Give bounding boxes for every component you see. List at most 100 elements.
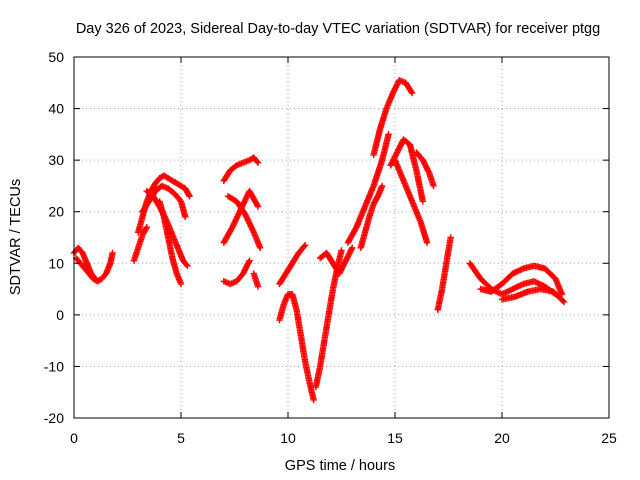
data-point <box>393 149 401 156</box>
data-point <box>256 244 264 252</box>
data-point <box>392 84 399 91</box>
data-point <box>560 298 568 306</box>
data-point <box>352 225 359 232</box>
data-point <box>143 223 150 231</box>
x-tick-label: 20 <box>494 430 510 446</box>
data-point <box>341 258 349 266</box>
data-point <box>387 162 394 169</box>
data-point <box>391 85 399 93</box>
data-point <box>254 159 262 166</box>
data-series-arc-23 <box>434 234 454 313</box>
chart-title: Day 326 of 2023, Sidereal Day-to-day VTE… <box>76 21 600 37</box>
data-point <box>254 203 262 210</box>
data-point <box>344 253 352 260</box>
data-series-arc-11 <box>220 257 253 288</box>
data-point <box>425 168 432 175</box>
data-point <box>424 166 432 174</box>
data-point <box>392 152 399 159</box>
data-point <box>397 142 404 149</box>
data-point <box>183 261 190 268</box>
data-point <box>340 261 347 269</box>
data-point <box>349 244 356 252</box>
data-point <box>393 81 401 88</box>
data-point <box>239 270 247 277</box>
data-point <box>337 267 344 274</box>
data-series-arc-15 <box>312 247 345 391</box>
data-point <box>420 158 427 165</box>
data-series-arc-25 <box>477 262 566 298</box>
data-series-arc-17 <box>344 131 392 246</box>
x-tick-label: 10 <box>280 430 296 446</box>
data-series-arc-21 <box>391 156 431 246</box>
data-point <box>344 254 351 262</box>
data-series-arc-8 <box>220 154 262 184</box>
data-point <box>423 239 431 246</box>
data-point <box>185 191 193 199</box>
data-point <box>254 283 262 290</box>
data-point <box>419 198 427 205</box>
data-point <box>109 249 116 257</box>
data-point <box>447 234 454 241</box>
data-series-arc-9 <box>220 187 262 246</box>
x-tick-label: 5 <box>177 430 185 446</box>
data-point <box>391 87 398 94</box>
data-point <box>390 88 397 95</box>
data-series-arc-6 <box>156 198 185 288</box>
data-point <box>245 258 252 266</box>
y-tick-label: -20 <box>44 410 64 426</box>
y-tick-label: 40 <box>48 101 64 117</box>
data-point <box>246 257 253 264</box>
data-point <box>338 266 345 273</box>
data-point <box>419 156 427 164</box>
data-point <box>396 143 404 150</box>
data-point <box>393 150 400 158</box>
data-point <box>310 396 317 404</box>
y-axis-label: SDTVAR / TECUs <box>8 179 24 295</box>
data-point <box>398 140 405 148</box>
data-point <box>300 243 308 250</box>
x-tick-label: 0 <box>70 430 78 446</box>
data-point <box>389 89 397 97</box>
data-point <box>336 270 343 277</box>
x-tick-label: 25 <box>601 430 617 446</box>
data-point <box>559 297 567 305</box>
data-series-arc-7 <box>130 223 150 264</box>
data-point <box>241 267 248 274</box>
data-point <box>430 182 437 190</box>
data-point <box>142 225 150 232</box>
data-point <box>408 88 415 96</box>
data-series-arc-18 <box>357 182 386 252</box>
data-point <box>346 250 353 257</box>
data-point <box>423 165 431 172</box>
data-series-arc-13 <box>276 242 309 288</box>
data-point <box>396 144 403 152</box>
x-axis-label: GPS time / hours <box>285 458 395 474</box>
data-point <box>421 159 428 167</box>
data-point <box>408 89 416 97</box>
y-tick-label: 20 <box>48 204 64 220</box>
data-point <box>378 182 386 190</box>
data-series-arc-14 <box>276 291 317 404</box>
data-series-arc-4 <box>139 182 189 221</box>
data-point <box>253 158 261 165</box>
data-point <box>242 264 250 272</box>
data-point <box>423 164 430 171</box>
data-point <box>177 280 185 288</box>
data-series-arc-12 <box>250 270 262 290</box>
data-point <box>244 260 252 267</box>
y-axis-ticks: -20 -10 0 10 20 30 40 50 <box>44 49 609 426</box>
grid-lines <box>74 57 609 418</box>
data-series-arc-10 <box>224 193 264 252</box>
x-tick-label: 15 <box>387 430 403 446</box>
y-tick-label: 10 <box>48 255 64 271</box>
y-tick-label: 50 <box>48 49 64 65</box>
data-series-arc-16 <box>316 244 356 277</box>
data-point <box>339 264 346 272</box>
data-point <box>421 161 429 168</box>
y-tick-label: -10 <box>44 358 64 374</box>
data-series-arc-22 <box>413 149 437 190</box>
data-point <box>347 247 354 254</box>
data-series-arc-19 <box>370 77 416 159</box>
data-point <box>345 251 352 259</box>
data-point <box>348 246 355 253</box>
